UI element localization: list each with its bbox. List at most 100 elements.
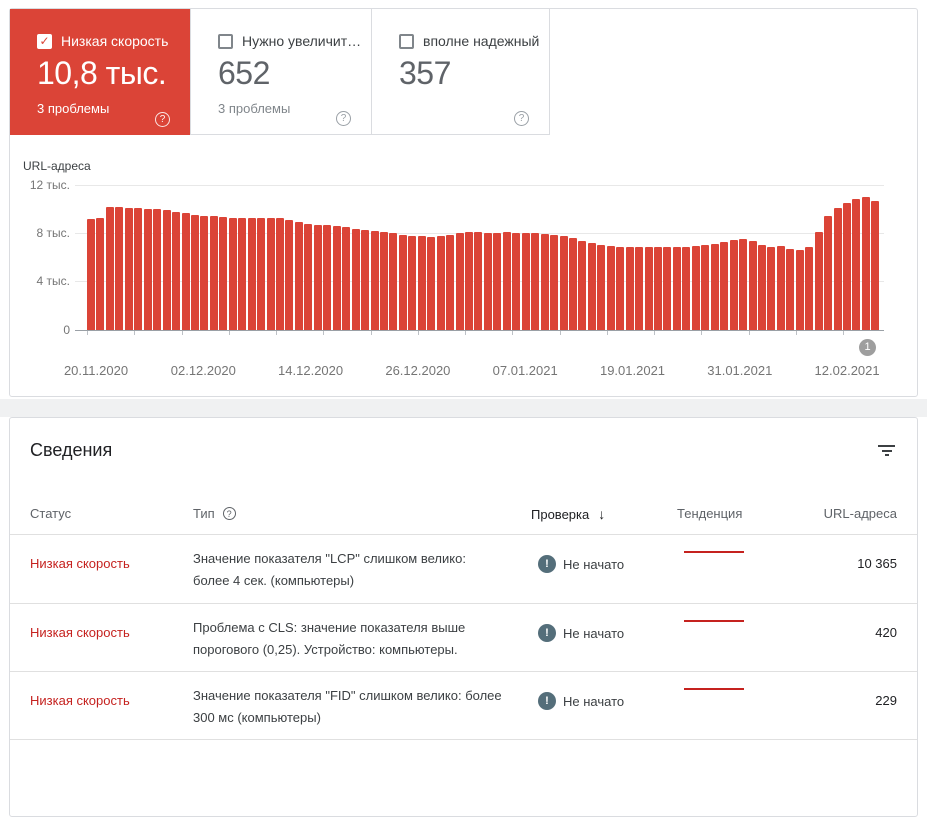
bar[interactable] xyxy=(644,247,653,330)
bar[interactable] xyxy=(209,216,218,330)
bar[interactable] xyxy=(852,199,861,330)
bar[interactable] xyxy=(162,210,171,330)
bar[interactable] xyxy=(408,236,417,330)
bar[interactable] xyxy=(436,236,445,330)
bar[interactable] xyxy=(871,201,880,330)
needs-improvement-filter-checkbox[interactable] xyxy=(218,33,233,49)
bar[interactable] xyxy=(483,233,492,330)
bar[interactable] xyxy=(276,218,284,330)
bar[interactable] xyxy=(861,197,870,330)
bar[interactable] xyxy=(729,240,738,330)
bar[interactable] xyxy=(96,218,105,330)
bar[interactable] xyxy=(757,245,766,330)
bar[interactable] xyxy=(370,231,379,330)
bar[interactable] xyxy=(521,233,530,330)
column-header-urls[interactable]: URL-адреса xyxy=(823,506,897,521)
bar[interactable] xyxy=(323,225,332,330)
column-header-validation[interactable]: Проверка ↓ xyxy=(531,506,605,522)
bar[interactable] xyxy=(767,247,776,330)
table-row[interactable]: Низкая скорость Значение показателя "FID… xyxy=(10,672,917,740)
bar[interactable] xyxy=(654,247,662,330)
bar[interactable] xyxy=(294,222,303,330)
filter-icon[interactable] xyxy=(878,445,895,459)
bar[interactable] xyxy=(134,208,143,330)
bar[interactable] xyxy=(361,230,370,330)
bar[interactable] xyxy=(502,232,511,330)
table-row[interactable]: Низкая скорость Проблема с CLS: значение… xyxy=(10,604,917,672)
poor-filter-checkbox[interactable]: ✓ xyxy=(37,33,52,49)
bar[interactable] xyxy=(663,247,672,330)
bar[interactable] xyxy=(814,232,823,330)
bar[interactable] xyxy=(143,209,152,330)
bar[interactable] xyxy=(568,238,577,330)
bar[interactable] xyxy=(465,232,473,330)
bar[interactable] xyxy=(313,225,322,330)
bar[interactable] xyxy=(181,213,190,330)
bar[interactable] xyxy=(720,242,729,330)
bar[interactable] xyxy=(805,247,814,330)
bar[interactable] xyxy=(606,246,615,330)
bar[interactable] xyxy=(115,207,124,330)
bar[interactable] xyxy=(257,218,266,330)
bar[interactable] xyxy=(446,235,455,330)
bar[interactable] xyxy=(578,241,587,330)
bar[interactable] xyxy=(493,233,502,330)
bar[interactable] xyxy=(398,235,407,330)
help-icon[interactable]: ? xyxy=(336,111,351,126)
bar[interactable] xyxy=(550,235,559,330)
bar[interactable] xyxy=(389,233,398,330)
bar[interactable] xyxy=(625,247,634,330)
bar[interactable] xyxy=(247,218,256,330)
bar[interactable] xyxy=(219,217,228,330)
bar[interactable] xyxy=(559,236,568,330)
bar[interactable] xyxy=(200,216,209,330)
chart-annotation-badge[interactable]: 1 xyxy=(859,339,876,356)
status-card-poor[interactable]: ✓ Низкая скорость 10,8 тыс. 3 проблемы ? xyxy=(10,9,190,135)
column-header-status[interactable]: Статус xyxy=(30,506,72,521)
table-row[interactable]: Низкая скорость Значение показателя "LCP… xyxy=(10,535,917,604)
bar[interactable] xyxy=(739,239,748,330)
bar[interactable] xyxy=(417,236,426,330)
bar[interactable] xyxy=(701,245,710,330)
bar[interactable] xyxy=(304,224,313,330)
bar[interactable] xyxy=(427,237,436,330)
bar[interactable] xyxy=(795,250,804,330)
bar[interactable] xyxy=(616,247,625,330)
bar[interactable] xyxy=(379,232,388,330)
bar[interactable] xyxy=(691,246,700,330)
bar[interactable] xyxy=(474,232,483,330)
help-icon[interactable]: ? xyxy=(155,112,170,127)
bar[interactable] xyxy=(105,207,114,330)
bar[interactable] xyxy=(124,208,133,330)
bar[interactable] xyxy=(228,218,237,330)
bar[interactable] xyxy=(833,208,842,330)
bar[interactable] xyxy=(351,229,360,330)
bar[interactable] xyxy=(266,218,275,330)
bar[interactable] xyxy=(172,212,181,330)
status-card-good[interactable]: вполне надежный 357 ? xyxy=(372,9,550,135)
column-header-trend[interactable]: Тенденция xyxy=(677,506,743,521)
bar[interactable] xyxy=(843,203,851,330)
bar[interactable] xyxy=(153,209,162,330)
bar[interactable] xyxy=(190,215,199,330)
status-card-needs-improvement[interactable]: Нужно увеличит… 652 3 проблемы ? xyxy=(190,9,372,135)
bar[interactable] xyxy=(597,245,606,330)
bar[interactable] xyxy=(342,227,351,330)
bar[interactable] xyxy=(710,244,719,330)
bar[interactable] xyxy=(455,233,464,330)
bar[interactable] xyxy=(786,249,795,330)
bar[interactable] xyxy=(587,243,596,330)
bar[interactable] xyxy=(512,233,521,330)
chart-bars[interactable] xyxy=(87,185,887,330)
bar[interactable] xyxy=(635,247,644,330)
column-header-type[interactable]: Тип ? xyxy=(193,506,236,521)
bar[interactable] xyxy=(531,233,540,330)
good-filter-checkbox[interactable] xyxy=(399,33,414,49)
help-icon[interactable]: ? xyxy=(514,111,529,126)
bar[interactable] xyxy=(285,220,294,330)
bar[interactable] xyxy=(672,247,681,330)
bar[interactable] xyxy=(776,246,785,330)
bar[interactable] xyxy=(748,241,757,330)
help-icon[interactable]: ? xyxy=(222,507,236,520)
bar[interactable] xyxy=(824,216,833,330)
